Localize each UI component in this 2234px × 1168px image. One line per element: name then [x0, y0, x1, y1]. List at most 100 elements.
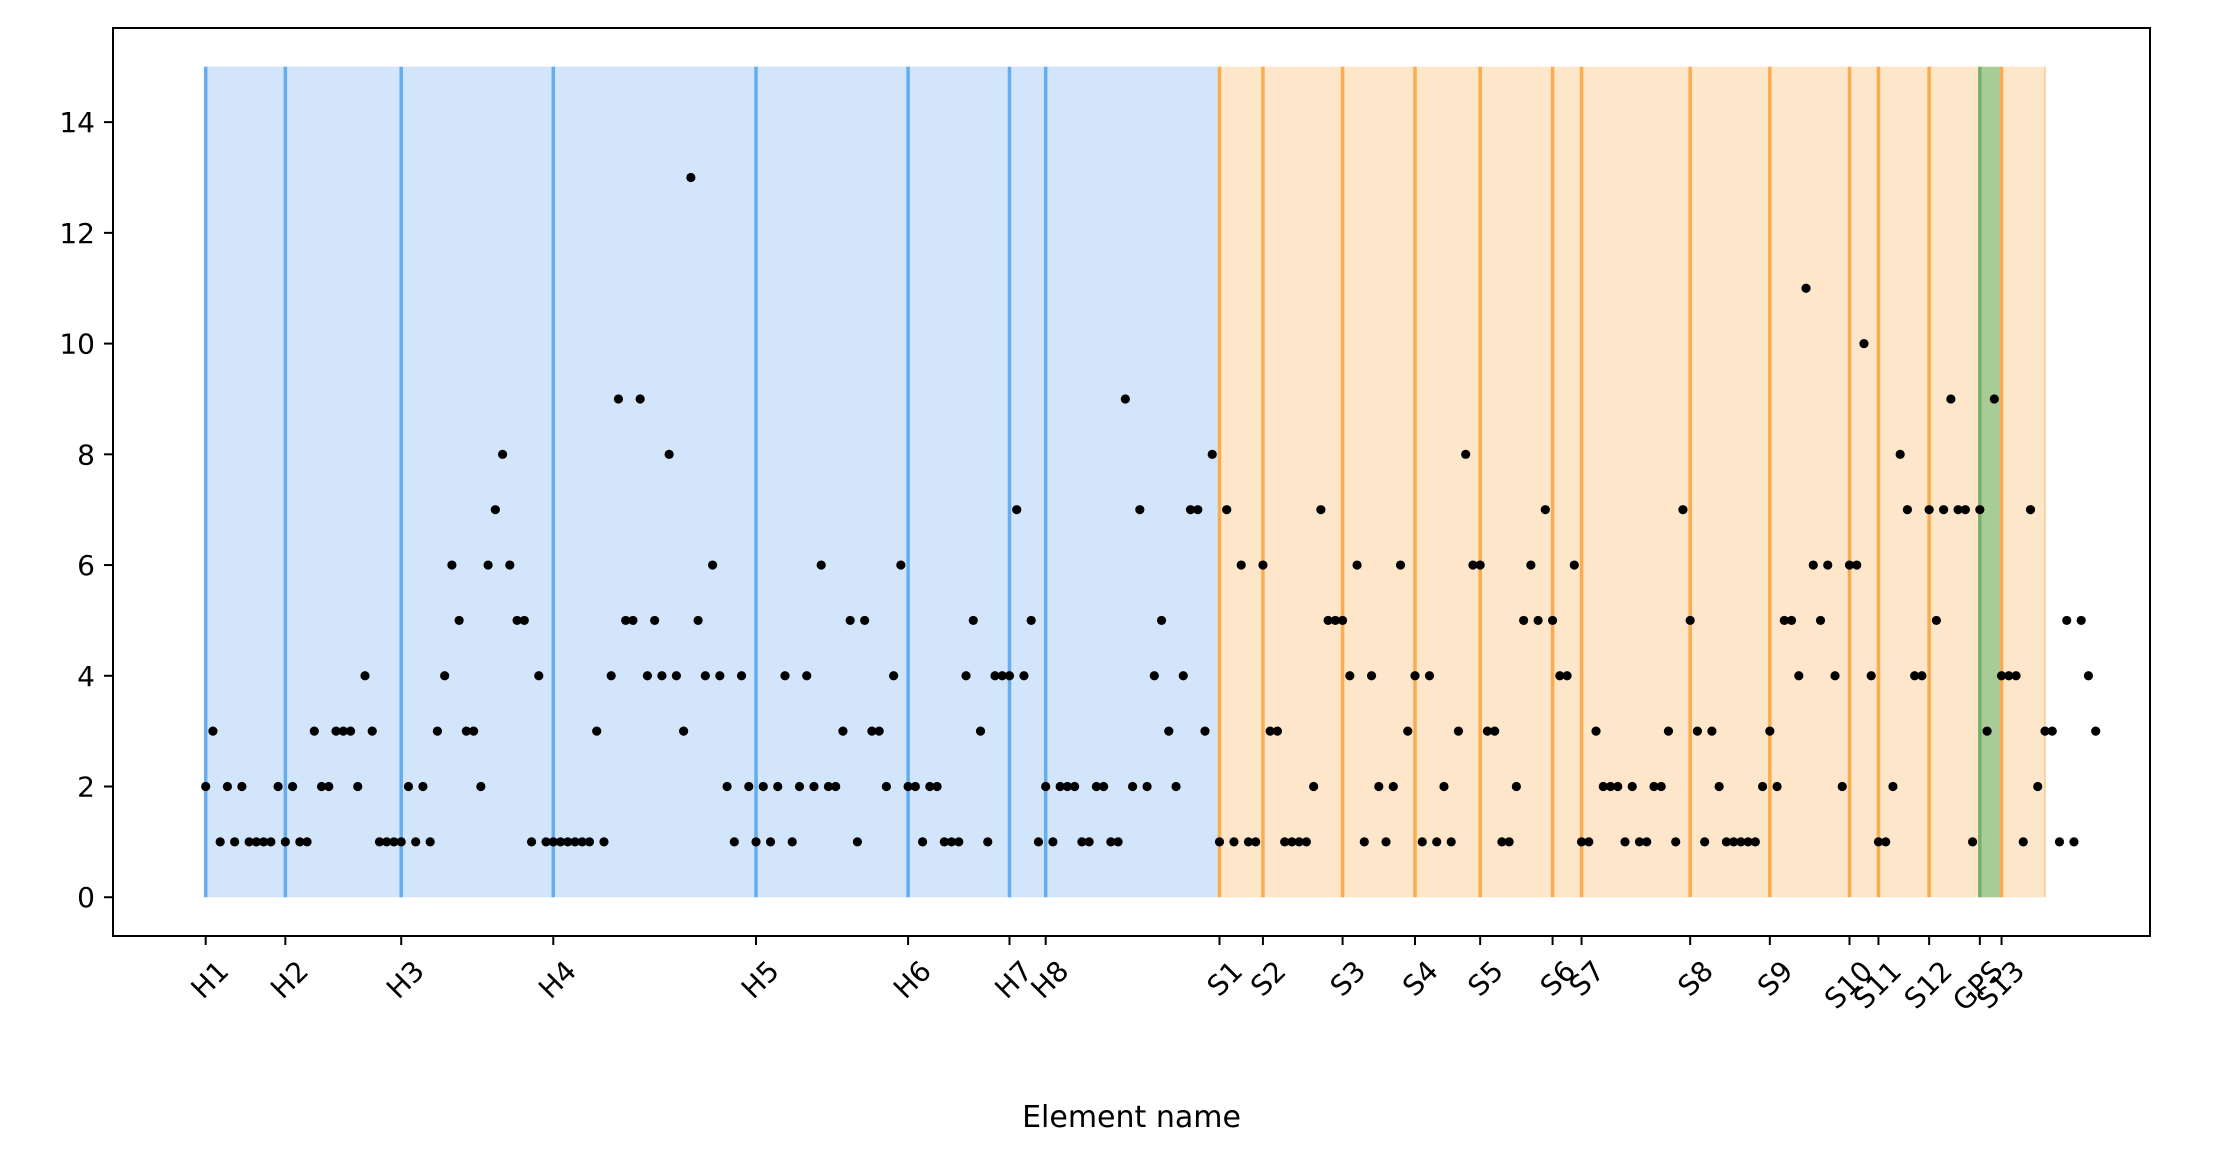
data-point — [1967, 837, 1978, 847]
data-point — [1301, 837, 1311, 847]
data-point — [1222, 505, 1232, 515]
data-point — [1931, 615, 1941, 626]
data-point — [360, 671, 370, 681]
data-point — [403, 781, 414, 792]
data-point — [1598, 781, 1608, 792]
data-point — [1084, 837, 1094, 847]
data-point — [1019, 671, 1029, 681]
data-point — [1910, 671, 1920, 681]
data-point — [765, 837, 776, 847]
x-tick-label-h2: H2 — [264, 954, 315, 1005]
data-point — [1070, 781, 1080, 792]
data-point — [1866, 671, 1876, 681]
data-point — [1316, 505, 1326, 515]
data-point — [831, 781, 841, 792]
y-tick-label: 12 — [59, 217, 95, 250]
x-tick-label-s7: S7 — [1563, 954, 1612, 1003]
data-point — [1960, 505, 1970, 515]
data-point — [1975, 505, 1985, 515]
data-point — [505, 560, 515, 570]
data-point — [1200, 726, 1210, 736]
data-point — [1801, 283, 1811, 293]
data-point — [946, 837, 957, 847]
data-point — [244, 837, 254, 847]
data-point — [2062, 615, 2072, 626]
data-point — [222, 781, 233, 792]
x-tick-label-s2: S2 — [1244, 954, 1293, 1003]
data-point — [715, 671, 725, 681]
data-point — [1511, 781, 1521, 792]
x-tick-label-s5: S5 — [1461, 954, 1510, 1003]
data-point — [628, 615, 638, 626]
data-point — [773, 781, 783, 792]
data-point — [1917, 671, 1927, 681]
data-point — [903, 781, 913, 792]
data-point — [896, 560, 906, 570]
data-point — [621, 615, 631, 626]
data-point — [1280, 837, 1290, 847]
data-point — [722, 781, 732, 792]
data-point — [1388, 781, 1398, 792]
data-point — [1837, 781, 1847, 792]
data-point — [1743, 837, 1753, 847]
data-point — [1482, 726, 1493, 736]
data-point — [273, 781, 283, 792]
data-point — [476, 781, 486, 792]
data-point — [382, 837, 392, 847]
data-point — [563, 837, 573, 847]
data-point — [1881, 837, 1891, 847]
data-point — [954, 837, 964, 847]
data-point — [2076, 615, 2086, 626]
x-tick-label-h1: H1 — [185, 954, 236, 1005]
data-point — [1576, 837, 1587, 847]
data-point — [1902, 505, 1913, 515]
data-point — [461, 726, 471, 736]
data-point — [1026, 615, 1036, 626]
data-point — [997, 671, 1007, 681]
data-point — [1830, 671, 1840, 681]
data-point — [961, 671, 971, 681]
data-point — [932, 781, 942, 792]
data-point — [1815, 615, 1826, 626]
data-point — [1678, 505, 1688, 515]
data-point — [1772, 781, 1782, 792]
data-point — [758, 781, 768, 792]
data-point — [1352, 560, 1362, 570]
data-point — [1251, 837, 1261, 847]
x-tick-label-s4: S4 — [1396, 954, 1445, 1003]
region-S — [1219, 66, 2045, 898]
data-point — [1164, 726, 1174, 736]
data-point — [1432, 837, 1442, 847]
data-point — [541, 837, 551, 847]
data-point — [1519, 615, 1529, 626]
data-point — [592, 726, 602, 736]
data-point — [707, 560, 718, 570]
data-point — [1012, 505, 1022, 515]
x-axis-title: Element name — [1022, 1100, 1241, 1135]
data-point — [1287, 837, 1297, 847]
data-point — [230, 837, 240, 847]
data-point — [1099, 781, 1109, 792]
data-point — [454, 615, 464, 626]
data-point — [983, 837, 993, 847]
data-point — [1424, 671, 1435, 681]
data-point — [1649, 781, 1659, 792]
x-tick-label-s1: S1 — [1201, 954, 1250, 1003]
data-point — [1526, 560, 1536, 570]
data-point — [2033, 781, 2043, 792]
data-point — [287, 781, 298, 792]
data-point — [1584, 837, 1594, 847]
data-point — [1721, 837, 1731, 847]
data-point — [736, 671, 747, 681]
x-tick-label-s8: S8 — [1671, 954, 1720, 1003]
data-point — [1547, 615, 1558, 626]
x-tick-label-h4: H4 — [532, 954, 583, 1005]
data-point — [1736, 837, 1746, 847]
data-point — [331, 726, 341, 736]
data-point — [838, 726, 848, 736]
data-point — [642, 671, 653, 681]
data-point — [584, 837, 595, 847]
data-point — [1062, 781, 1073, 792]
data-point — [1656, 781, 1666, 792]
data-point — [389, 837, 399, 847]
